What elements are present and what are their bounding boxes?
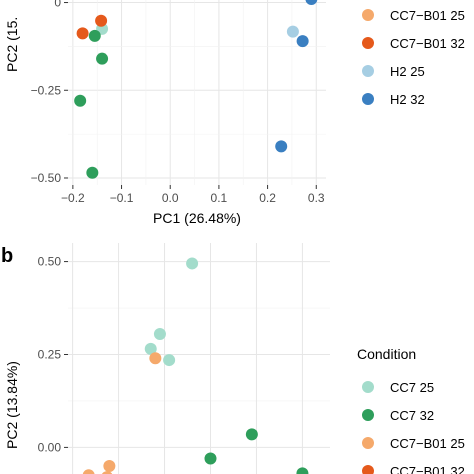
legend-label-cc7-32: CC7 32 bbox=[390, 408, 434, 423]
panel-b: b 0.00 0.25 0.50 PC2 (13.84%) Condition CC… bbox=[1, 243, 465, 474]
panel-b-y-tick-label: 0.00 bbox=[38, 440, 62, 454]
point-cc7-32 bbox=[296, 467, 309, 474]
legend-key-h2-25 bbox=[362, 65, 374, 77]
point-h2-25 bbox=[286, 25, 299, 38]
panel-a: −0.2 −0.1 0.0 0.1 0.2 0.3 −0.50 −0.25 0 PC1 (26… bbox=[4, 0, 465, 226]
legend-key-cc7-b01-25 bbox=[362, 437, 374, 449]
panel-b-y-tick-label: 0.50 bbox=[38, 255, 62, 269]
panel-b-y-tick-label: 0.25 bbox=[38, 347, 62, 361]
panel-a-y-axis-title: PC2 (15. bbox=[4, 17, 20, 72]
panel-a-y-tick-label: −0.50 bbox=[31, 171, 62, 185]
panel-b-plot-area bbox=[68, 243, 330, 474]
point-cc7-b01-25 bbox=[149, 352, 162, 365]
point-cc7-32 bbox=[74, 94, 87, 107]
legend-key-cc7-25 bbox=[362, 381, 374, 393]
point-h2-32 bbox=[296, 35, 309, 48]
panel-a-x-tick-label: 0.3 bbox=[308, 191, 325, 205]
point-cc7-b01-25 bbox=[103, 459, 116, 472]
panel-b-y-axis-title: PC2 (13.84%) bbox=[4, 361, 20, 449]
point-h2-32 bbox=[305, 0, 318, 6]
panel-b-legend: CC7 25 CC7 32 CC7−B01 25 CC7−B01 32 bbox=[362, 380, 465, 474]
point-cc7-b01-25 bbox=[101, 471, 113, 474]
panel-a-x-tick-label: 0.1 bbox=[211, 191, 228, 205]
panel-b-y-ticks: 0.00 0.25 0.50 bbox=[38, 255, 68, 454]
point-cc7-25 bbox=[163, 354, 176, 367]
panel-a-y-ticks: −0.50 −0.25 0 bbox=[31, 0, 68, 185]
panel-a-grid bbox=[68, 0, 326, 185]
panel-b-label: b bbox=[1, 245, 13, 267]
panel-a-y-tick-label: −0.25 bbox=[31, 83, 62, 97]
legend-key-cc7-32 bbox=[362, 409, 374, 421]
point-cc7-b01-25 bbox=[82, 469, 95, 474]
legend-label-h2-25: H2 25 bbox=[390, 64, 425, 79]
panel-a-plot-area bbox=[68, 0, 326, 185]
point-cc7-32 bbox=[204, 452, 217, 465]
point-cc7-32 bbox=[96, 52, 109, 65]
legend-key-h2-32 bbox=[362, 93, 374, 105]
legend-label-cc7-b01-32: CC7−B01 32 bbox=[390, 464, 465, 474]
panel-a-x-ticks: −0.2 −0.1 0.0 0.1 0.2 0.3 bbox=[61, 185, 325, 205]
point-cc7-32 bbox=[88, 29, 101, 42]
point-h2-32 bbox=[275, 140, 288, 153]
point-cc7-25 bbox=[186, 257, 199, 270]
point-cc7-b01-32 bbox=[95, 14, 108, 27]
legend-key-cc7-b01-25 bbox=[362, 9, 374, 21]
legend-label-cc7-b01-32: CC7−B01 32 bbox=[390, 36, 465, 51]
panel-a-x-tick-label: −0.1 bbox=[110, 191, 134, 205]
panel-a-points bbox=[74, 0, 318, 179]
point-cc7-b01-32 bbox=[76, 27, 89, 40]
point-cc7-32 bbox=[245, 428, 258, 441]
legend-label-cc7-b01-25: CC7−B01 25 bbox=[390, 436, 465, 451]
panel-a-x-axis-title: PC1 (26.48%) bbox=[153, 210, 241, 226]
legend-key-cc7-b01-32 bbox=[362, 37, 374, 49]
legend-key-cc7-b01-32 bbox=[362, 465, 374, 474]
point-cc7-25 bbox=[144, 342, 157, 355]
panel-b-legend-title: Condition bbox=[357, 346, 416, 362]
point-cc7-25 bbox=[153, 328, 166, 341]
legend-label-cc7-b01-25: CC7−B01 25 bbox=[390, 8, 465, 23]
point-cc7-32 bbox=[86, 166, 99, 179]
panel-a-x-tick-label: −0.2 bbox=[61, 191, 85, 205]
panel-b-points bbox=[82, 257, 309, 474]
panel-a-y-tick-label: 0 bbox=[54, 0, 61, 10]
legend-label-h2-32: H2 32 bbox=[390, 92, 425, 107]
legend-label-cc7-25: CC7 25 bbox=[390, 380, 434, 395]
panel-a-x-tick-label: 0.2 bbox=[259, 191, 276, 205]
panel-a-x-tick-label: 0.0 bbox=[162, 191, 179, 205]
panel-a-legend: CC7−B01 25 CC7−B01 32 H2 25 H2 32 bbox=[362, 8, 465, 107]
